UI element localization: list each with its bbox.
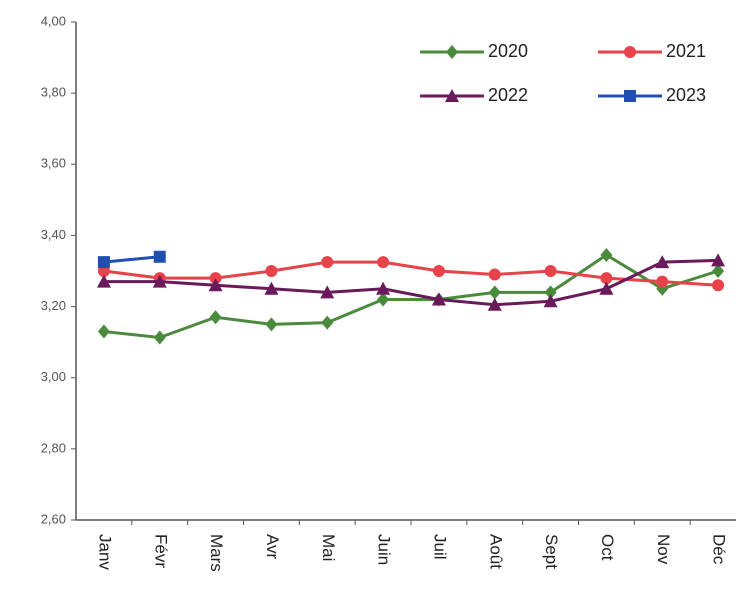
marker bbox=[153, 330, 166, 345]
marker bbox=[152, 274, 167, 288]
marker bbox=[265, 265, 278, 277]
legend-marker bbox=[445, 89, 459, 102]
marker bbox=[96, 274, 111, 288]
marker bbox=[377, 292, 390, 307]
legend-label: 2020 bbox=[488, 41, 528, 61]
marker bbox=[209, 310, 222, 325]
x-tick-label: Juin bbox=[375, 534, 394, 565]
marker bbox=[432, 265, 445, 277]
marker bbox=[656, 275, 669, 288]
series-line bbox=[103, 253, 719, 340]
y-tick-label: 2,80 bbox=[41, 440, 66, 455]
y-tick-label: 3,60 bbox=[41, 156, 66, 171]
y-tick-label: 3,40 bbox=[41, 227, 66, 242]
legend-label: 2021 bbox=[666, 41, 706, 61]
legend-marker bbox=[624, 46, 636, 58]
series-line bbox=[103, 260, 719, 287]
y-tick-label: 2,60 bbox=[41, 511, 66, 526]
legend-label: 2023 bbox=[666, 85, 706, 105]
marker bbox=[208, 278, 223, 292]
marker bbox=[487, 297, 502, 311]
legend-label: 2022 bbox=[488, 85, 528, 105]
marker bbox=[600, 272, 613, 285]
marker bbox=[600, 247, 613, 262]
marker bbox=[544, 265, 557, 277]
marker bbox=[209, 272, 222, 285]
x-tick-label: Févr bbox=[151, 534, 170, 568]
marker bbox=[321, 315, 334, 330]
marker bbox=[712, 264, 725, 278]
y-tick-label: 3,00 bbox=[41, 369, 66, 384]
x-tick-label: Nov bbox=[654, 534, 673, 565]
marker bbox=[265, 317, 278, 332]
marker bbox=[488, 268, 501, 281]
legend-marker bbox=[446, 45, 458, 59]
x-tick-label: Août bbox=[486, 534, 505, 569]
y-tick-label: 4,00 bbox=[41, 13, 66, 28]
x-tick-label: Sept bbox=[542, 534, 561, 569]
marker bbox=[97, 256, 110, 269]
marker bbox=[377, 256, 390, 269]
series-line bbox=[103, 255, 160, 264]
marker bbox=[264, 281, 279, 295]
legend-marker bbox=[624, 90, 636, 102]
marker bbox=[712, 279, 725, 292]
marker bbox=[711, 253, 726, 267]
marker bbox=[320, 285, 335, 299]
x-tick-label: Janv bbox=[95, 534, 114, 570]
marker bbox=[543, 294, 558, 308]
marker bbox=[599, 281, 614, 295]
x-tick-label: Mai bbox=[319, 534, 338, 561]
y-tick-label: 3,80 bbox=[41, 85, 66, 100]
x-tick-label: Avr bbox=[263, 534, 282, 560]
series-line bbox=[103, 258, 719, 307]
marker bbox=[97, 324, 110, 339]
x-tick-label: Oct bbox=[598, 534, 617, 561]
marker bbox=[544, 285, 557, 300]
x-tick-label: Déc bbox=[710, 534, 729, 565]
marker bbox=[321, 256, 334, 269]
x-tick-label: Mars bbox=[207, 534, 226, 572]
marker bbox=[431, 292, 446, 306]
marker bbox=[153, 250, 166, 263]
marker bbox=[488, 285, 501, 300]
x-tick-label: Juil bbox=[430, 534, 449, 560]
marker bbox=[376, 281, 391, 295]
y-tick-label: 3,20 bbox=[41, 298, 66, 313]
marker bbox=[655, 255, 670, 269]
